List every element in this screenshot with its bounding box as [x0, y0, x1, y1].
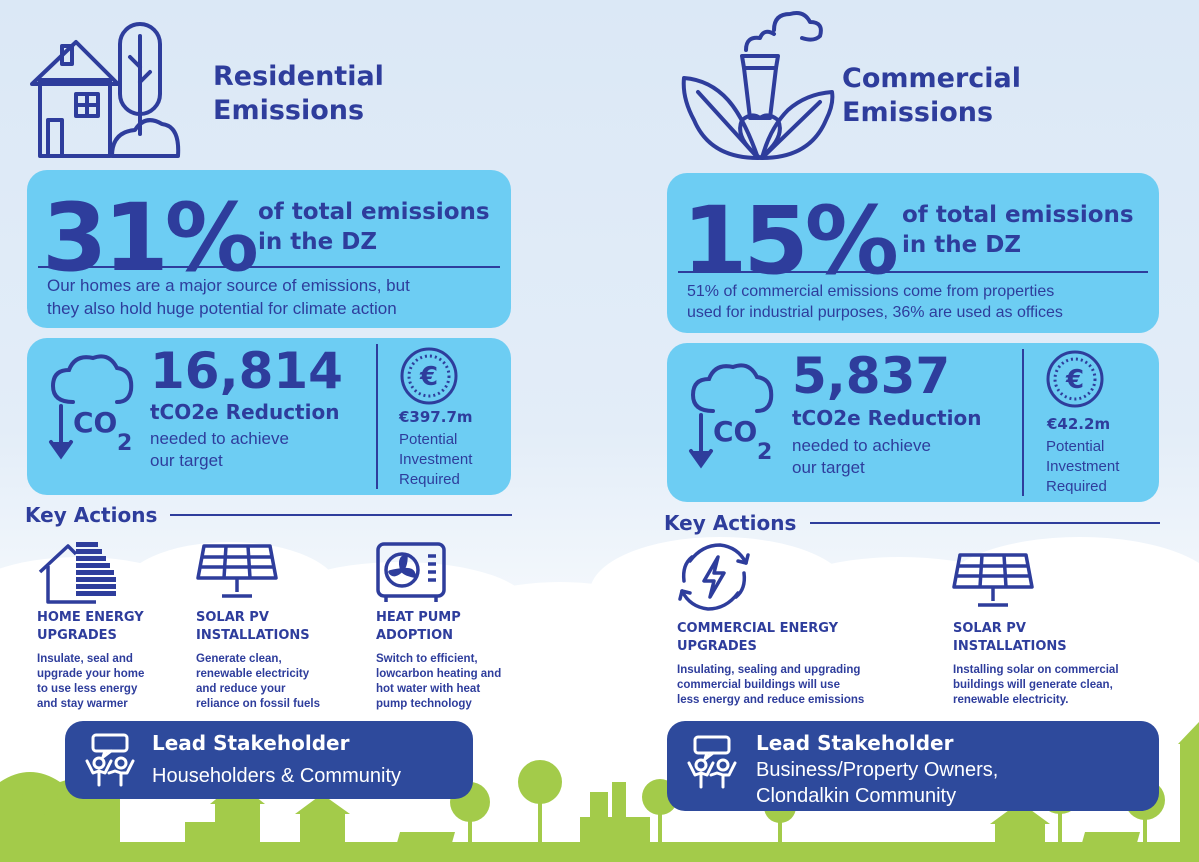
svg-text:€: € [419, 362, 438, 392]
action-heat-pump-adoption: HEAT PUMP ADOPTION Switch to efficient, … [376, 609, 501, 712]
residential-reduction-desc: needed to achieve our target [150, 429, 289, 470]
svg-text:2: 2 [757, 440, 772, 465]
house-tree-icon [30, 22, 181, 158]
euro-coin-icon: € [1046, 350, 1104, 408]
residential-investment-value: €397.7m [399, 408, 473, 426]
action-title: SOLAR PV INSTALLATIONS [953, 621, 1067, 654]
stakeholder-group-icon [85, 733, 135, 787]
action-title: COMMERCIAL ENERGY UPGRADES [677, 621, 839, 654]
residential-share-box: 31% of total emissions in the DZ Our hom… [27, 170, 511, 328]
action-desc: Installing solar on commercial buildings… [953, 664, 1119, 706]
commercial-percent: 15% [682, 187, 899, 296]
action-desc: Insulate, seal and upgrade your home to … [37, 653, 145, 710]
commercial-percent-label: of total emissions in the DZ [902, 202, 1134, 258]
energy-rating-house-icon [38, 542, 116, 604]
commercial-reduction-desc: needed to achieve our target [792, 436, 931, 477]
key-actions-rule [810, 522, 1160, 524]
vertical-divider [376, 344, 378, 489]
commercial-title: Commercial Emissions [842, 63, 1021, 128]
action-solar-pv-installations: SOLAR PV INSTALLATIONS Generate clean, r… [196, 609, 320, 712]
divider [38, 266, 500, 268]
residential-title: Residential Emissions [213, 61, 384, 126]
co2-cloud-down-icon: CO 2 [689, 363, 774, 469]
action-commercial-energy-upgrades: COMMERCIAL ENERGY UPGRADES Insulating, s… [677, 620, 864, 708]
residential-reduction-value: 16,814 [150, 342, 343, 400]
stakeholder-group-icon [687, 735, 737, 789]
lead-desc: Householders & Community [152, 765, 401, 787]
action-desc: Switch to efficient, lowcarbon heating a… [376, 653, 502, 710]
action-title: HEAT PUMP ADOPTION [376, 610, 461, 643]
residential-description: Our homes are a major source of emission… [47, 276, 410, 318]
heat-pump-icon [376, 542, 446, 602]
commercial-description: 51% of commercial emissions come from pr… [687, 283, 1063, 321]
co2-cloud-down-icon: CO 2 [49, 354, 134, 460]
svg-text:2: 2 [117, 431, 132, 456]
action-title: HOME ENERGY UPGRADES [37, 610, 144, 643]
action-solar-pv-installations: SOLAR PV INSTALLATIONS Installing solar … [953, 620, 1119, 708]
action-title: SOLAR PV INSTALLATIONS [196, 610, 310, 643]
residential-panel: Residential Emissions 31% of total emiss… [25, 22, 512, 799]
action-desc: Generate clean, renewable electricity an… [196, 653, 320, 710]
lead-title: Lead Stakeholder [756, 731, 954, 755]
commercial-investment-value: €42.2m [1047, 415, 1111, 433]
action-desc: Insulating, sealing and upgrading commer… [677, 664, 865, 706]
lead-desc: Business/Property Owners, Clondalkin Com… [756, 759, 999, 807]
residential-percent-label: of total emissions in the DZ [258, 199, 490, 255]
commercial-reduction-box: CO 2 5,837 tCO2e Reduction needed to ach… [667, 343, 1159, 502]
euro-coin-icon: € [400, 347, 458, 405]
residential-lead-stakeholder: Lead Stakeholder Householders & Communit… [65, 721, 473, 799]
commercial-lead-stakeholder: Lead Stakeholder Business/Property Owner… [667, 721, 1159, 811]
factory-leaf-icon [681, 11, 835, 160]
energy-cycle-icon [678, 543, 750, 611]
residential-percent: 31% [42, 184, 259, 293]
solar-panel-icon [952, 553, 1034, 607]
commercial-panel: Commercial Emissions 15% of total emissi… [640, 0, 1199, 862]
key-actions-rule [170, 514, 512, 516]
residential-investment-desc: Potential Investment Required [399, 431, 473, 488]
divider [678, 271, 1148, 273]
solar-panel-icon [196, 544, 278, 598]
commercial-reduction-value: 5,837 [792, 347, 951, 405]
residential-reduction-unit: tCO2e Reduction [150, 400, 340, 424]
action-home-energy-upgrades: HOME ENERGY UPGRADES Insulate, seal and … [37, 609, 144, 712]
commercial-investment-desc: Potential Investment Required [1046, 438, 1120, 495]
residential-key-actions-title: Key Actions [25, 503, 158, 527]
commercial-key-actions-title: Key Actions [664, 511, 797, 535]
commercial-reduction-unit: tCO2e Reduction [792, 406, 982, 430]
svg-text:€: € [1065, 365, 1084, 395]
svg-text:CO: CO [713, 415, 757, 448]
residential-reduction-box: CO 2 16,814 tCO2e Reduction needed to ac… [27, 338, 511, 495]
svg-text:CO: CO [73, 406, 117, 439]
lead-title: Lead Stakeholder [152, 731, 350, 755]
vertical-divider [1022, 349, 1024, 496]
commercial-share-box: 15% of total emissions in the DZ 51% of … [667, 173, 1159, 333]
